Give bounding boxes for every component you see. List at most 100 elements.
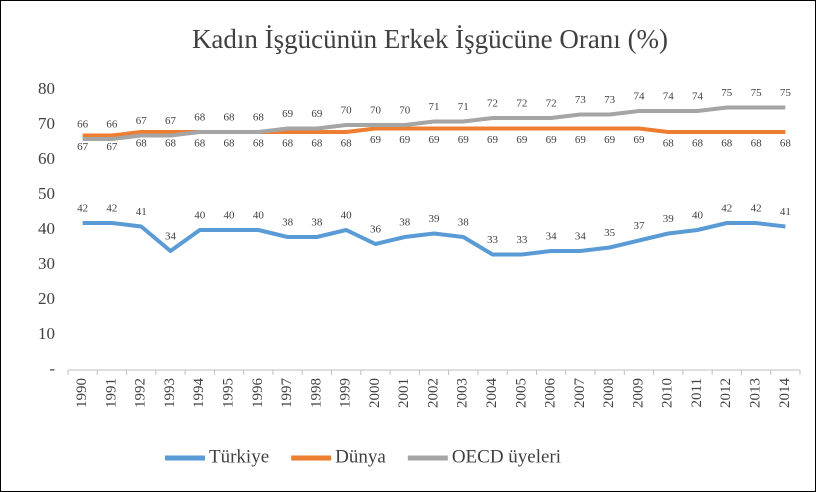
y-tick-label: 40	[38, 219, 55, 238]
x-tick-label: 2014	[777, 378, 793, 409]
data-label: 41	[136, 206, 147, 218]
x-tick-label: 2004	[484, 378, 500, 409]
x-tick-label: 2001	[396, 378, 412, 408]
data-label: 75	[751, 87, 763, 99]
x-tick-label: 2013	[748, 378, 764, 408]
data-label: 68	[692, 138, 704, 150]
data-label: 68	[311, 138, 323, 150]
data-label: 66	[106, 119, 118, 131]
data-label: 67	[165, 115, 177, 127]
data-label: 72	[546, 98, 557, 110]
x-tick-label: 1992	[133, 378, 149, 408]
x-tick-label: 1990	[74, 378, 90, 408]
data-label: 71	[429, 101, 440, 113]
data-label: 69	[604, 134, 616, 146]
x-tick-label: 2008	[601, 378, 617, 408]
data-label: 69	[487, 134, 499, 146]
series-line	[82, 105, 786, 141]
data-label: 33	[487, 234, 499, 246]
data-label: 42	[721, 203, 732, 215]
data-label: 40	[194, 210, 206, 222]
data-label: 68	[136, 138, 148, 150]
x-tick-label: 2007	[572, 378, 588, 409]
data-label: 42	[751, 203, 762, 215]
x-tick-label: 1995	[220, 378, 236, 408]
data-label: 69	[399, 134, 411, 146]
data-label: 70	[370, 105, 382, 117]
x-tick-label: 1999	[338, 378, 354, 408]
data-label: 72	[487, 98, 498, 110]
x-tick-label: 2006	[543, 378, 559, 409]
data-label: 40	[253, 210, 265, 222]
data-label: 69	[516, 134, 528, 146]
data-label: 40	[224, 210, 236, 222]
data-label: 68	[165, 138, 177, 150]
data-label: 67	[136, 115, 148, 127]
x-tick-label: 2003	[455, 378, 471, 408]
data-label: 40	[341, 210, 353, 222]
data-label: 69	[575, 134, 587, 146]
data-label: 68	[194, 138, 206, 150]
data-label: 68	[224, 112, 236, 124]
data-label: 68	[663, 138, 675, 150]
x-tick-label: 1998	[308, 378, 324, 408]
x-tick-label: 2009	[630, 378, 646, 408]
x-tick-label: 2011	[689, 378, 705, 407]
y-tick-label: 80	[38, 79, 55, 98]
x-tick-label: 2002	[425, 378, 441, 408]
y-tick-label: 50	[38, 184, 55, 203]
data-label: 73	[604, 94, 616, 106]
data-label: 36	[370, 224, 382, 236]
data-label: 75	[780, 87, 792, 99]
series-line	[82, 221, 786, 257]
x-tick-label: 1996	[250, 378, 266, 409]
data-label: 74	[692, 91, 704, 103]
data-label: 67	[77, 141, 89, 153]
data-label: 69	[282, 108, 294, 120]
data-label: 70	[399, 105, 411, 117]
data-label: 69	[458, 134, 470, 146]
y-tick-label: 60	[38, 149, 55, 168]
data-label: 67	[106, 141, 118, 153]
data-label: 69	[429, 134, 441, 146]
data-label: 41	[780, 206, 791, 218]
x-tick-label: 2010	[660, 378, 676, 408]
data-label: 38	[399, 217, 411, 229]
data-label: 37	[633, 220, 645, 232]
data-label: 69	[370, 134, 382, 146]
legend-label: Dünya	[335, 446, 386, 467]
data-label: 68	[253, 138, 265, 150]
x-tick-label: 2012	[718, 378, 734, 408]
data-label: 71	[458, 101, 469, 113]
data-label: 34	[575, 231, 587, 243]
data-label: 73	[575, 94, 587, 106]
data-label: 74	[633, 91, 645, 103]
x-tick-label: 1994	[191, 378, 207, 409]
legend-label: OECD üyeleri	[452, 446, 561, 467]
data-label: 68	[751, 138, 763, 150]
data-label: 38	[458, 217, 470, 229]
data-label: 42	[106, 203, 117, 215]
data-label: 74	[663, 91, 675, 103]
data-label: 69	[633, 134, 645, 146]
data-label: 38	[282, 217, 294, 229]
data-label: 38	[311, 217, 323, 229]
y-tick-label: -	[49, 359, 55, 378]
x-tick-label: 1997	[279, 378, 295, 409]
data-label: 75	[721, 87, 733, 99]
data-label: 68	[253, 112, 265, 124]
x-tick-label: 1991	[103, 378, 119, 408]
y-tick-label: 10	[38, 324, 55, 343]
y-tick-label: 70	[38, 114, 55, 133]
data-label: 68	[224, 138, 236, 150]
data-label: 34	[546, 231, 558, 243]
data-label: 70	[341, 105, 353, 117]
data-label: 66	[77, 119, 89, 131]
data-label: 68	[341, 138, 353, 150]
y-tick-label: 20	[38, 289, 55, 308]
data-label: 72	[516, 98, 527, 110]
data-label: 68	[721, 138, 733, 150]
data-label: 69	[546, 134, 558, 146]
